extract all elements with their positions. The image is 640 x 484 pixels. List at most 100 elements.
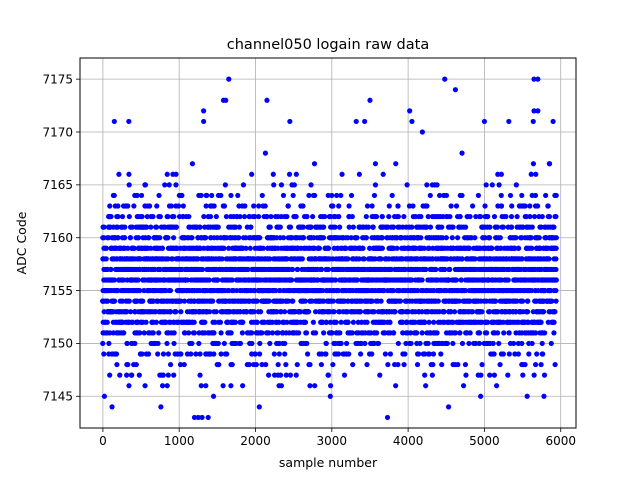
data-point [249,171,255,177]
data-point [442,266,448,273]
data-point [228,383,234,389]
data-point [366,245,373,251]
data-point [248,340,255,347]
data-point [140,298,146,304]
data-point [374,330,380,336]
data-point [441,309,447,315]
data-point [472,235,478,241]
data-point [372,161,379,167]
data-point [323,340,329,347]
data-point [162,182,168,188]
data-point [448,203,454,209]
data-point [189,235,195,241]
data-point [312,192,318,199]
data-point [426,319,432,325]
data-point [508,213,515,220]
data-point [397,298,404,304]
data-point [409,224,415,230]
data-point [371,309,377,315]
data-point [354,235,360,241]
data-point [349,213,355,220]
data-point [404,182,410,188]
data-point [500,224,506,230]
data-point [143,319,149,325]
data-point [212,319,218,325]
data-point [444,340,451,347]
outlier-point [530,118,536,125]
data-point [452,330,459,336]
data-point [440,235,446,241]
data-point [144,224,150,230]
data-point [253,361,259,368]
data-point [519,256,525,262]
data-point [312,330,319,336]
data-point [354,277,360,283]
data-point [496,182,502,188]
outlier-point [201,118,207,125]
data-point [479,361,485,368]
data-point [262,203,268,209]
data-point [126,182,132,188]
data-point [156,192,162,199]
data-point [260,245,266,251]
data-point [462,224,469,230]
data-point [416,351,422,357]
data-point [363,213,369,220]
data-point [285,203,291,209]
data-point [111,192,117,199]
data-point [430,351,437,357]
data-point [125,203,131,209]
data-point [451,309,458,315]
data-point [145,235,152,241]
data-point [165,351,171,357]
data-point [129,224,136,230]
data-point [393,161,399,167]
data-point [343,340,350,347]
data-point [165,256,171,262]
data-point [339,171,345,177]
data-point [372,256,378,262]
data-point [271,351,277,357]
data-point [470,203,476,209]
data-point [220,383,226,389]
x-tick-label: 0 [99,434,107,448]
data-point [295,266,301,273]
data-point [243,245,249,251]
data-point [552,309,558,315]
data-point [240,319,246,325]
data-point [386,213,392,220]
data-point [516,245,522,251]
data-point [280,192,287,199]
data-point [389,192,395,199]
data-point [224,319,231,325]
data-point [167,287,174,294]
data-point [164,383,170,389]
data-point [218,192,224,199]
data-point [181,361,187,368]
data-point [290,298,296,304]
data-point [498,277,504,283]
outlier-point [481,118,488,125]
data-point [269,330,276,336]
outlier-point [126,118,132,125]
data-point [188,351,194,357]
data-point [357,309,363,315]
data-point [530,161,537,167]
data-point [107,372,113,378]
data-point [333,319,339,325]
outlier-point [445,404,452,410]
data-point [454,235,461,241]
data-point [137,287,143,294]
data-point [513,182,519,188]
data-point [433,266,439,273]
outlier-point [327,393,333,399]
data-point [278,372,284,378]
data-point [422,372,428,378]
data-point [539,340,545,347]
data-point [491,213,498,220]
data-point [142,182,149,188]
data-point [160,372,166,378]
data-point [171,372,177,378]
data-point [254,298,260,304]
